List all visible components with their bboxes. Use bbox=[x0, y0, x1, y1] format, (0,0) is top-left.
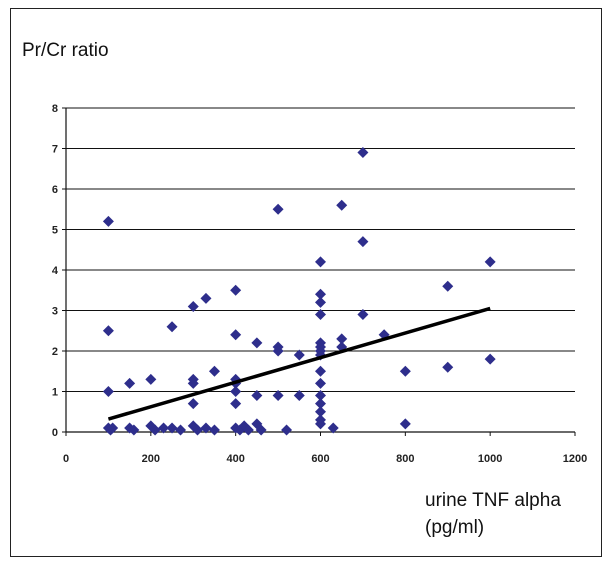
data-point bbox=[208, 424, 220, 436]
data-point bbox=[357, 236, 369, 248]
data-point bbox=[315, 296, 326, 308]
data-point bbox=[293, 349, 305, 361]
data-point bbox=[200, 292, 212, 304]
data-point bbox=[293, 390, 305, 402]
data-point bbox=[230, 284, 242, 296]
data-point bbox=[230, 386, 242, 397]
x-tick-label-400: 400 bbox=[226, 453, 244, 465]
data-point bbox=[166, 422, 178, 434]
data-point bbox=[230, 398, 242, 410]
x-axis-label: urine TNF alpha (pg/ml) bbox=[425, 490, 561, 538]
data-point bbox=[191, 424, 203, 436]
data-point bbox=[315, 365, 326, 377]
data-point bbox=[442, 361, 454, 373]
y-tick-label-3: 3 bbox=[52, 306, 58, 318]
data-point bbox=[399, 365, 411, 377]
axes bbox=[62, 107, 576, 436]
data-point bbox=[272, 390, 284, 402]
data-point bbox=[242, 424, 254, 436]
data-point bbox=[158, 422, 170, 434]
data-point bbox=[208, 365, 220, 377]
data-point bbox=[315, 288, 326, 300]
data-point bbox=[102, 386, 114, 397]
chart-frame bbox=[10, 8, 602, 557]
data-point bbox=[200, 422, 212, 434]
data-point bbox=[230, 329, 242, 341]
data-point bbox=[255, 424, 267, 436]
y-tick-label-7: 7 bbox=[52, 144, 58, 156]
data-point bbox=[484, 353, 496, 365]
y-tick-label-5: 5 bbox=[52, 225, 58, 237]
y-tick-label-0: 0 bbox=[52, 427, 58, 439]
data-point bbox=[166, 321, 178, 333]
data-point bbox=[442, 280, 454, 292]
y-tick-label-4: 4 bbox=[52, 265, 59, 277]
data-point bbox=[124, 377, 136, 389]
data-point bbox=[187, 398, 199, 410]
data-point bbox=[187, 300, 199, 312]
y-tick-labels: 0 1 2 3 4 5 6 7 8 bbox=[52, 103, 59, 439]
y-tick-label-2: 2 bbox=[52, 346, 58, 358]
data-point bbox=[102, 215, 114, 227]
data-point bbox=[484, 256, 496, 268]
y-tick-label-1: 1 bbox=[52, 387, 58, 399]
x-tick-label-600: 600 bbox=[311, 453, 329, 465]
x-tick-label-800: 800 bbox=[396, 453, 414, 465]
data-point bbox=[315, 398, 326, 410]
data-point bbox=[315, 309, 326, 321]
data-point bbox=[357, 309, 369, 321]
data-point bbox=[128, 424, 140, 436]
data-point bbox=[315, 406, 326, 418]
data-point bbox=[315, 377, 326, 389]
data-point bbox=[399, 418, 411, 430]
data-point bbox=[357, 147, 369, 159]
data-point bbox=[272, 203, 284, 215]
data-point bbox=[175, 424, 187, 436]
x-tick-labels: 0 200 400 600 800 1000 1200 bbox=[63, 453, 587, 465]
x-tick-label-1000: 1000 bbox=[478, 453, 502, 465]
data-point bbox=[336, 333, 348, 345]
data-point bbox=[149, 424, 161, 436]
data-point bbox=[145, 373, 157, 385]
x-tick-label-1200: 1200 bbox=[563, 453, 587, 465]
data-point bbox=[315, 256, 326, 268]
data-points bbox=[102, 147, 496, 436]
data-point bbox=[336, 199, 348, 211]
data-point bbox=[281, 424, 293, 436]
data-point bbox=[272, 345, 284, 357]
data-point bbox=[315, 390, 326, 402]
data-point bbox=[251, 390, 263, 402]
x-tick-label-200: 200 bbox=[142, 453, 160, 465]
x-tick-label-0: 0 bbox=[63, 453, 69, 465]
data-point bbox=[315, 418, 326, 430]
y-axis-label: Pr/Cr ratio bbox=[22, 40, 109, 61]
y-tick-label-8: 8 bbox=[52, 103, 58, 115]
trendline bbox=[107, 306, 491, 421]
data-point bbox=[327, 422, 339, 434]
trendline-group bbox=[107, 306, 491, 421]
data-point bbox=[102, 325, 114, 337]
data-point bbox=[187, 377, 199, 389]
data-point bbox=[107, 422, 119, 434]
data-point bbox=[251, 337, 263, 349]
y-tick-label-6: 6 bbox=[52, 184, 58, 196]
